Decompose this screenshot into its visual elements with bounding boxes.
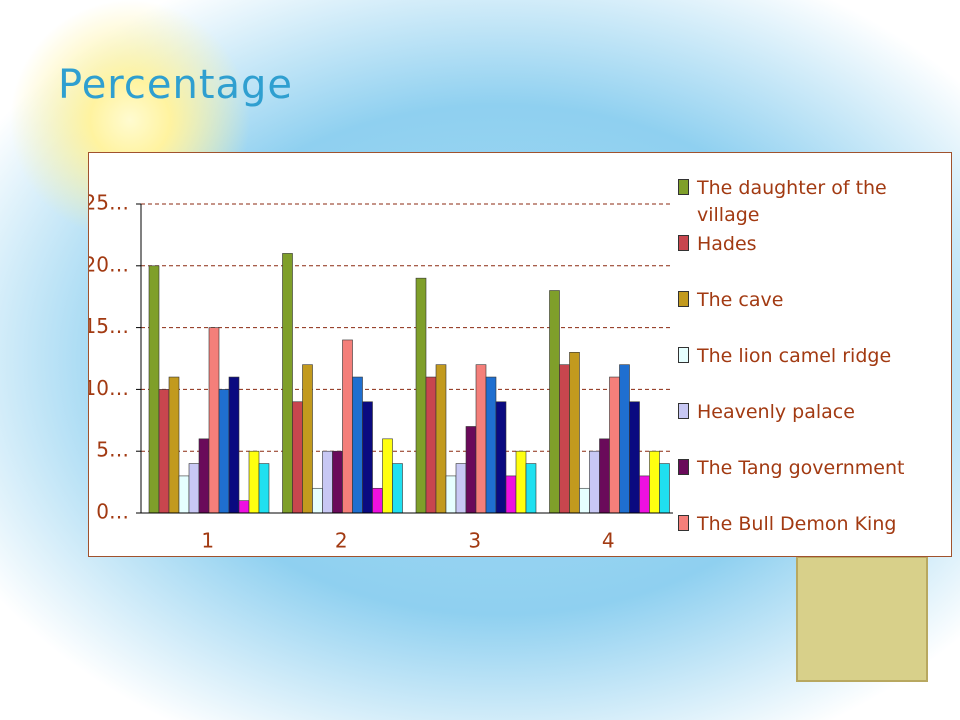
bar [382,438,393,514]
bar [569,352,580,514]
bar [639,475,650,514]
x-tick-label: 1 [201,529,214,553]
bar [559,364,570,514]
legend-swatch [678,291,689,307]
y-tick-label: 0… [96,500,129,524]
bar [188,463,200,514]
bar [292,401,303,514]
bar [455,463,467,514]
bar [312,487,323,514]
bar [515,450,527,514]
legend-entry: Hades [678,231,912,258]
x-tick-label: 4 [602,529,615,553]
slide-title: Percentage [58,62,294,108]
bar [589,450,600,514]
legend-entry: The Tang government [678,455,912,482]
legend-swatch [678,515,689,531]
legend-swatch [678,403,689,419]
bar [258,463,270,514]
bar [495,401,507,514]
bar [168,376,180,514]
bar [362,401,373,514]
legend-label: The lion camel ridge [697,345,892,367]
bar [372,487,383,514]
bar [579,487,590,514]
bar [352,376,363,514]
bar [282,253,293,514]
bar [549,290,560,514]
legend-swatch [678,347,689,363]
legend-entry: The cave [678,287,912,314]
bar [148,265,160,514]
bar [525,463,537,514]
legend-label: Hades [697,233,757,255]
bar [415,277,427,514]
bar [649,450,660,514]
bar [485,376,497,514]
bar [505,475,517,514]
bar [475,364,487,514]
bar [208,327,220,514]
legend-label: The Tang government [697,457,905,479]
bar [425,376,437,514]
bar [322,450,333,514]
bar [392,463,403,514]
bar [659,463,670,514]
legend-swatch [678,235,689,251]
legend-swatch [678,179,689,195]
bar [619,364,630,514]
bar [342,339,353,514]
legend-label: The Bull Demon King [697,513,897,535]
door-decoration [796,556,928,682]
bar [238,500,250,514]
bar [198,438,210,514]
chart-box: 0… 5… 10… 15… 20… 25… 1 2 3 4 The daughter of the… [84,152,952,557]
legend-entry: Heavenly palace [678,399,912,426]
bar [332,450,343,514]
bar [599,438,610,514]
y-tick-label: 20… [89,252,129,276]
y-tick-label: 15… [89,314,129,338]
legend-swatch [678,459,689,475]
legend-label: The cave [697,289,784,311]
bar [445,475,457,514]
bar [629,401,640,514]
chart: 0… 5… 10… 15… 20… 25… 1 2 3 4 [84,191,673,553]
y-tick-label: 25… [89,191,129,215]
x-tick-label: 2 [335,529,348,553]
bar [435,364,447,514]
bar [218,389,230,514]
legend-entry: The daughter of the village [678,175,912,229]
bar [609,376,620,514]
bar [228,376,240,514]
bar [158,389,170,514]
bar [302,364,313,514]
legend-entry: The Bull Demon King [678,511,912,538]
legend-label: Heavenly palace [697,401,855,423]
bar [178,475,190,514]
legend-entry: The lion camel ridge [678,343,912,370]
y-tick-label: 10… [89,376,129,400]
x-tick-label: 3 [468,529,481,553]
bar [248,450,260,514]
legend-label: The daughter of the village [697,177,887,226]
y-tick-label: 5… [96,438,129,462]
bar [465,426,477,514]
